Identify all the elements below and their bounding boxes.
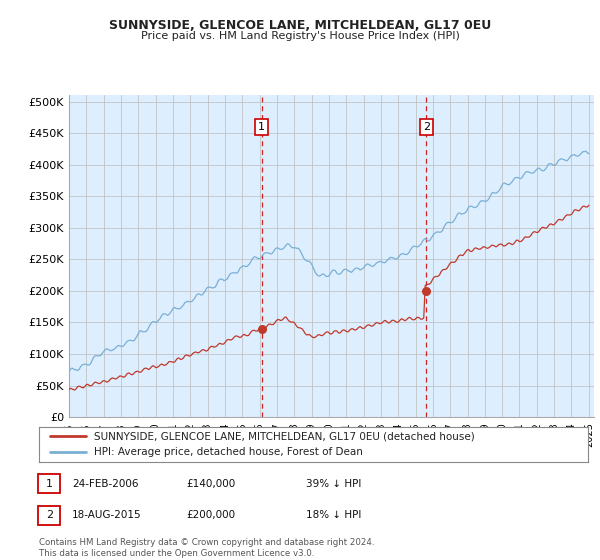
- Text: HPI: Average price, detached house, Forest of Dean: HPI: Average price, detached house, Fore…: [94, 447, 363, 458]
- Text: Price paid vs. HM Land Registry's House Price Index (HPI): Price paid vs. HM Land Registry's House …: [140, 31, 460, 41]
- Text: 39% ↓ HPI: 39% ↓ HPI: [306, 479, 361, 489]
- Text: Contains HM Land Registry data © Crown copyright and database right 2024.
This d: Contains HM Land Registry data © Crown c…: [39, 538, 374, 558]
- Text: 24-FEB-2006: 24-FEB-2006: [72, 479, 139, 489]
- Text: £200,000: £200,000: [186, 510, 235, 520]
- Text: 2: 2: [46, 510, 53, 520]
- Text: 2: 2: [423, 122, 430, 132]
- Text: SUNNYSIDE, GLENCOE LANE, MITCHELDEAN, GL17 0EU: SUNNYSIDE, GLENCOE LANE, MITCHELDEAN, GL…: [109, 18, 491, 32]
- Text: 18% ↓ HPI: 18% ↓ HPI: [306, 510, 361, 520]
- Text: 1: 1: [46, 479, 53, 489]
- Text: 1: 1: [258, 122, 265, 132]
- Text: 18-AUG-2015: 18-AUG-2015: [72, 510, 142, 520]
- Text: £140,000: £140,000: [186, 479, 235, 489]
- Text: SUNNYSIDE, GLENCOE LANE, MITCHELDEAN, GL17 0EU (detached house): SUNNYSIDE, GLENCOE LANE, MITCHELDEAN, GL…: [94, 431, 475, 441]
